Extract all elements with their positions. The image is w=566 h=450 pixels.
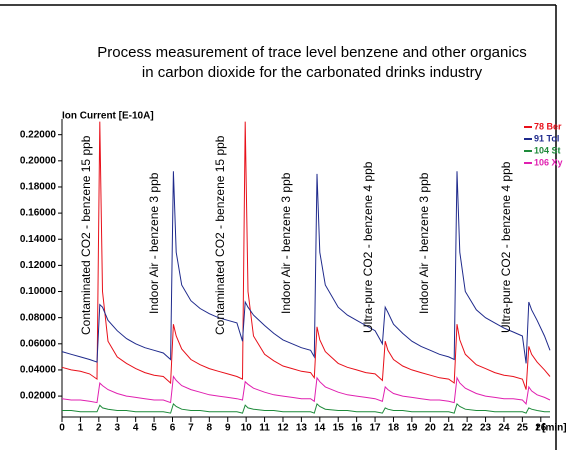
- x-tick-label: 6: [170, 423, 176, 434]
- legend-label: 106 Xy: [534, 157, 563, 167]
- x-tick-label: 13: [296, 423, 308, 434]
- x-tick-label: 26: [535, 423, 547, 434]
- y-tick-label: 0.18000: [20, 182, 57, 193]
- x-tick-label: 14: [314, 423, 326, 434]
- x-tick-label: 0: [59, 423, 65, 434]
- x-tick-label: 2: [96, 423, 102, 434]
- legend-label: 91 Tol: [534, 133, 559, 143]
- x-tick-label: 9: [225, 423, 231, 434]
- y-tick-label: 0.22000: [20, 129, 57, 140]
- chart-title: Process measurement of trace level benze…: [97, 44, 526, 61]
- legend-label: 104 St: [534, 145, 561, 155]
- x-tick-label: 22: [462, 423, 474, 434]
- x-tick-label: 5: [151, 423, 157, 434]
- annotation: Ultra-pure CO2 - benzene 4 ppb: [361, 161, 375, 333]
- annotation: Contaminated CO2 - benzene 15 ppb: [213, 135, 227, 335]
- x-tick-label: 21: [443, 423, 455, 434]
- annotation: Contaminated CO2 - benzene 15 ppb: [79, 135, 93, 335]
- x-tick-label: 16: [351, 423, 363, 434]
- y-tick-label: 0.12000: [20, 260, 57, 271]
- data-line: [61, 121, 551, 390]
- x-tick-label: 7: [188, 423, 194, 434]
- data-line: [61, 375, 551, 405]
- x-tick-label: 18: [388, 423, 400, 434]
- y-tick-label: 0.20000: [20, 155, 57, 166]
- data-line: [62, 402, 550, 414]
- x-tick-label: 1: [78, 423, 84, 434]
- x-tick-label: 20: [425, 423, 437, 434]
- x-tick-label: 10: [241, 423, 253, 434]
- x-axis-label: t [min]: [536, 423, 566, 434]
- x-tick-label: 24: [498, 423, 510, 434]
- annotation: Indoor Air - benzene 3 ppb: [279, 172, 293, 314]
- legend-label: 78 Ber: [534, 121, 562, 131]
- x-tick-label: 12: [277, 423, 289, 434]
- y-axis-label: Ion Current [E-10A]: [62, 111, 154, 122]
- annotation: Indoor Air - benzene 3 ppb: [147, 172, 161, 314]
- x-tick-label: 19: [406, 423, 418, 434]
- y-tick-label: 0.04000: [20, 365, 57, 376]
- x-tick-label: 11: [259, 423, 270, 434]
- x-tick-label: 8: [207, 423, 213, 434]
- y-tick-label: 0.14000: [20, 234, 57, 245]
- y-tick-label: 0.02000: [20, 391, 57, 402]
- x-tick-label: 15: [333, 423, 345, 434]
- x-tick-label: 4: [133, 423, 139, 434]
- data-line: [61, 171, 551, 364]
- x-tick-label: 25: [517, 423, 529, 434]
- annotation: Ultra-pure CO2 - benzene 4 ppb: [499, 161, 513, 333]
- x-tick-label: 23: [480, 423, 492, 434]
- chart-subtitle: in carbon dioxide for the carbonated dri…: [142, 64, 483, 81]
- y-tick-label: 0.06000: [20, 338, 57, 349]
- y-tick-label: 0.08000: [20, 312, 57, 323]
- x-tick-label: 17: [369, 423, 381, 434]
- y-tick-label: 0.16000: [20, 208, 57, 219]
- y-tick-label: 0.10000: [20, 286, 57, 297]
- annotation: Indoor Air - benzene 3 ppb: [417, 172, 431, 314]
- x-tick-label: 3: [114, 423, 120, 434]
